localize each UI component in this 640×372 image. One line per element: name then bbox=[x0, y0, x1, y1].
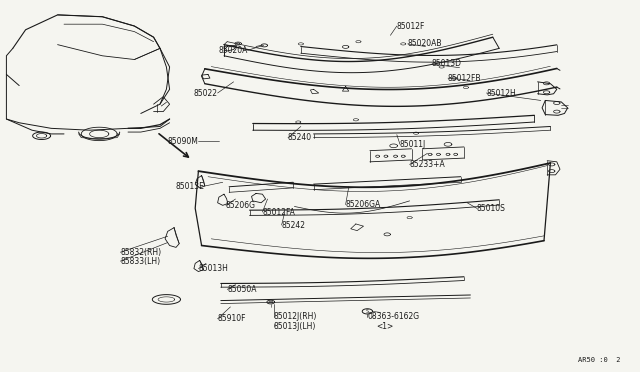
Text: 85206G: 85206G bbox=[226, 201, 256, 210]
Text: 85832(RH): 85832(RH) bbox=[120, 248, 161, 257]
Text: 85206GA: 85206GA bbox=[346, 200, 381, 209]
Text: 85012J(RH): 85012J(RH) bbox=[274, 312, 317, 321]
Text: AR50 :0  2: AR50 :0 2 bbox=[579, 357, 621, 363]
Text: 85013H: 85013H bbox=[198, 264, 228, 273]
Text: 85013D: 85013D bbox=[432, 60, 462, 68]
Text: 85833(LH): 85833(LH) bbox=[120, 257, 161, 266]
Text: 85020AB: 85020AB bbox=[408, 39, 442, 48]
Text: 85011J: 85011J bbox=[400, 140, 426, 149]
Text: 85013J(LH): 85013J(LH) bbox=[274, 322, 316, 331]
Text: 85910F: 85910F bbox=[218, 314, 246, 323]
Text: 85010S: 85010S bbox=[477, 204, 506, 213]
Text: 85242: 85242 bbox=[282, 221, 306, 230]
Text: 85020A: 85020A bbox=[219, 46, 248, 55]
Text: 85050A: 85050A bbox=[227, 285, 257, 294]
Text: <1>: <1> bbox=[376, 322, 394, 331]
Text: 85090M: 85090M bbox=[168, 137, 198, 146]
Text: 85012H: 85012H bbox=[486, 89, 516, 97]
Text: 85012F: 85012F bbox=[397, 22, 425, 31]
Text: 85240: 85240 bbox=[288, 133, 312, 142]
Text: 08363-6162G: 08363-6162G bbox=[367, 312, 419, 321]
Text: 85233+A: 85233+A bbox=[410, 160, 445, 169]
Text: S: S bbox=[366, 309, 369, 314]
Text: 85022: 85022 bbox=[194, 89, 218, 97]
Text: 85012FB: 85012FB bbox=[448, 74, 481, 83]
Text: 85012FA: 85012FA bbox=[262, 208, 295, 217]
Text: 85013E: 85013E bbox=[176, 182, 205, 190]
